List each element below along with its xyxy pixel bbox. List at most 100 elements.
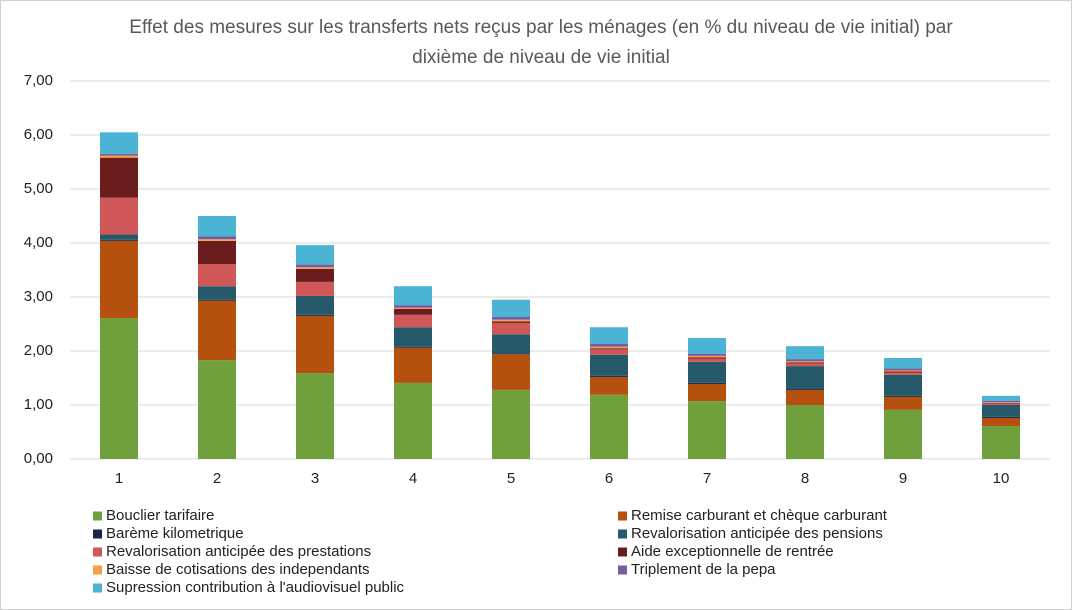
bar-segment (198, 240, 236, 265)
x-tick-label: 9 (899, 470, 907, 487)
bar-segment (394, 346, 432, 348)
bar-segment (688, 338, 726, 354)
legend-label: Remise carburant et chèque carburant (631, 507, 888, 524)
bar-segment (296, 268, 334, 282)
y-tick-label: 5,00 (24, 180, 53, 197)
bar-segment (198, 239, 236, 241)
bar-segment (688, 361, 726, 383)
bar-segment (982, 416, 1020, 418)
x-tick-label: 5 (507, 470, 515, 487)
bar-segment (296, 245, 334, 265)
bar-segment (982, 405, 1020, 417)
bar-segment (982, 417, 1020, 427)
legend-swatch (93, 529, 102, 539)
bar-segment (394, 308, 432, 315)
bar-segment (296, 314, 334, 316)
legend-swatch (93, 547, 102, 557)
bar-segment (198, 299, 236, 301)
bar-segment (296, 295, 334, 315)
bar-segment (590, 354, 628, 376)
bar-segment (296, 373, 334, 459)
x-tick-label: 6 (605, 470, 613, 487)
bar-segment (492, 389, 530, 459)
bar-segment (198, 236, 236, 240)
bar-segment (688, 382, 726, 384)
bar-segment (982, 402, 1020, 403)
legend-swatch (93, 511, 102, 521)
bar-segment (688, 383, 726, 402)
y-tick-label: 2,00 (24, 342, 53, 359)
bar-segment (590, 327, 628, 344)
bar-segment (982, 395, 1020, 401)
y-tick-label: 6,00 (24, 126, 53, 143)
bar-segment (590, 343, 628, 347)
legend-label: Revalorisation anticipée des prestations (106, 543, 371, 560)
bar-segment (884, 395, 922, 397)
y-tick-label: 1,00 (24, 396, 53, 413)
bar-segment (492, 334, 530, 354)
bar-segment (394, 382, 432, 459)
bar-segment (492, 353, 530, 355)
bar-segment (296, 267, 334, 269)
bar-segment (786, 388, 824, 390)
bar-segment (100, 240, 138, 319)
bar-segment (786, 389, 824, 405)
y-tick-label: 0,00 (24, 450, 53, 467)
x-tick-label: 4 (409, 470, 417, 487)
bar-segment (100, 318, 138, 459)
bar-segment (982, 403, 1020, 405)
legend-label: Triplement de la pepa (631, 561, 776, 578)
bar-segment (394, 314, 432, 328)
legend-swatch (618, 511, 627, 521)
bar-segment (394, 305, 432, 308)
bar-segment (982, 400, 1020, 403)
bar-segment (100, 155, 138, 158)
bar-segment (884, 371, 922, 373)
legend-swatch (93, 583, 102, 593)
bar-segment (688, 355, 726, 358)
bar-segment (982, 426, 1020, 459)
bar-segment (198, 360, 236, 459)
bar-segment (786, 346, 824, 360)
bar-segment (982, 402, 1020, 404)
bar-segment (688, 357, 726, 359)
bar-segment (394, 347, 432, 383)
bar-segment (590, 349, 628, 355)
bar-segment (492, 319, 530, 322)
legend-swatch (618, 529, 627, 539)
bar-segment (884, 372, 922, 375)
chart-title: Effet des mesures sur les transferts net… (129, 17, 953, 68)
bar-segment (100, 153, 138, 156)
bar-segment (100, 132, 138, 154)
legend-label: Revalorisation anticipée des pensions (631, 525, 883, 542)
bar-segment (492, 354, 530, 390)
legend-label: Baisse de cotisations des independants (106, 561, 370, 578)
bar-segment (100, 157, 138, 198)
bar-segment (884, 368, 922, 371)
y-tick-label: 3,00 (24, 288, 53, 305)
bar-segment (296, 264, 334, 268)
bar-segment (492, 321, 530, 323)
x-tick-label: 7 (703, 470, 711, 487)
y-tick-label: 4,00 (24, 234, 53, 251)
bar-segment (590, 348, 628, 350)
x-tick-label: 10 (993, 470, 1010, 487)
bar-segment (786, 366, 824, 389)
bar-segment (786, 361, 824, 363)
bar-segment (198, 216, 236, 237)
bar-segment (688, 358, 726, 362)
bar-segment (590, 376, 628, 395)
bar-segment (394, 327, 432, 347)
legend-label: Supression contribution à l'audiovisuel … (106, 579, 405, 596)
bar-segment (100, 197, 138, 235)
bar-segment (296, 281, 334, 296)
bar-segment (198, 300, 236, 361)
bar-segment (884, 370, 922, 372)
bar-segment (394, 286, 432, 306)
bar-segment (198, 264, 236, 287)
bar-segment (884, 396, 922, 410)
bar-segment (884, 374, 922, 396)
bar-segment (590, 375, 628, 377)
